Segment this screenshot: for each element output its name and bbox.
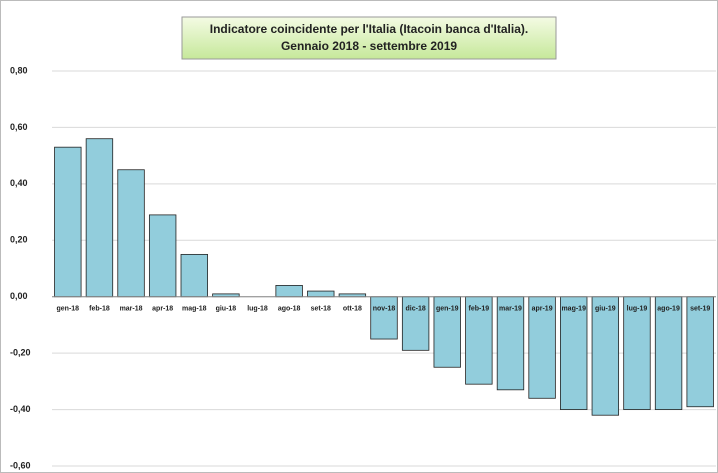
chart-title: Indicatore coincidente per l'Italia (Ita…	[210, 22, 528, 36]
y-tick-label: 0,60	[10, 122, 28, 132]
x-tick-label: mag-18	[182, 306, 207, 313]
x-tick-label: lug-18	[247, 306, 268, 313]
x-tick-label: mar-19	[499, 306, 522, 313]
y-tick-label: -0,60	[10, 460, 31, 470]
bar	[275, 285, 303, 298]
y-tick-label: -0,40	[10, 404, 31, 414]
bar	[623, 296, 651, 410]
bar	[433, 296, 461, 368]
chart-subtitle: Gennaio 2018 - settembre 2019	[281, 39, 457, 53]
bar	[496, 296, 525, 391]
x-tick-label: ott-18	[343, 306, 362, 313]
bar	[180, 253, 208, 298]
x-tick-label: apr-19	[532, 306, 553, 313]
bar	[307, 290, 335, 298]
x-tick-label: ago-18	[278, 306, 301, 313]
bar	[148, 214, 177, 298]
x-tick-label: mar-18	[120, 306, 143, 313]
x-tick-label: ago-19	[657, 306, 680, 313]
y-tick-label: 0,40	[10, 178, 28, 188]
y-tick-label: 0,00	[10, 291, 28, 301]
y-tick-label: 0,80	[10, 65, 28, 75]
bar	[370, 296, 398, 340]
bar	[560, 296, 588, 410]
x-tick-label: giu-18	[216, 306, 237, 313]
x-tick-label: mag-19	[561, 306, 586, 313]
bar	[54, 146, 82, 298]
x-tick-label: feb-19	[469, 306, 490, 313]
bar	[85, 138, 114, 298]
y-tick-label: -0,20	[10, 348, 31, 358]
x-tick-label: nov-18	[373, 306, 396, 313]
bar	[117, 169, 145, 298]
bar	[591, 296, 620, 416]
title-box	[181, 16, 557, 60]
bar	[654, 296, 683, 410]
bar	[686, 296, 714, 408]
x-tick-label: dic-18	[406, 306, 426, 313]
x-tick-label: gen-19	[436, 306, 459, 313]
x-tick-label: feb-18	[89, 306, 110, 313]
bar	[528, 296, 556, 399]
bar	[401, 296, 430, 351]
x-tick-label: lug-19	[627, 306, 648, 313]
y-tick-label: 0,20	[10, 235, 28, 245]
x-tick-label: apr-18	[152, 306, 173, 313]
bar	[465, 296, 493, 385]
x-tick-label: set-19	[690, 306, 710, 313]
x-tick-label: set-18	[311, 306, 331, 313]
x-tick-label: giu-19	[595, 306, 616, 313]
x-tick-label: gen-18	[57, 306, 80, 313]
